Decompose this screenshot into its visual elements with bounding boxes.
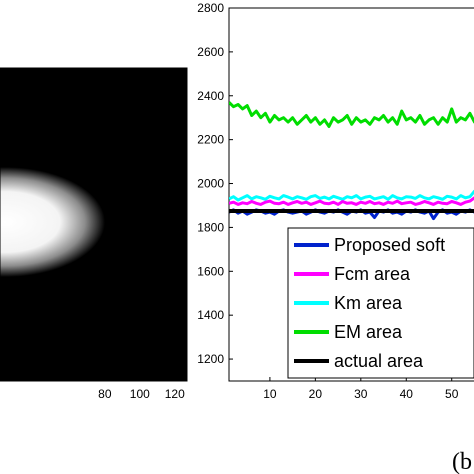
y-tick-label: 2400 [197, 89, 224, 103]
series-lines [229, 101, 474, 221]
y-tick-label: 2200 [197, 133, 224, 147]
x-tick-label: 20 [309, 387, 323, 401]
y-tick-label: 1200 [197, 352, 224, 366]
left-x-axis: 80 100 120 [98, 377, 185, 401]
legend-label-proposed-soft: Proposed soft [334, 235, 445, 255]
series-line-em-area [229, 101, 474, 128]
x-tick-label: 80 [98, 387, 112, 401]
legend-label-fcm-area: Fcm area [334, 264, 411, 284]
right-chart-panel: 1200 1400 1600 1800 2000 2200 2400 2600 2800 10 2… [197, 1, 474, 401]
legend-label-km-area: Km area [334, 293, 403, 313]
x-tick-label: 50 [445, 387, 459, 401]
y-tick-label: 2800 [197, 1, 224, 15]
x-axis: 10 20 30 40 50 [263, 377, 459, 401]
image-frame [0, 67, 188, 382]
x-tick-label: 30 [354, 387, 368, 401]
y-tick-label: 1400 [197, 308, 224, 322]
panel-label: (b [452, 449, 472, 474]
left-image-panel: 80 100 120 [0, 67, 188, 401]
y-tick-label: 2000 [197, 177, 224, 191]
series-line-km-area [229, 189, 474, 202]
y-tick-label: 1600 [197, 264, 224, 278]
x-tick-label: 120 [165, 387, 185, 401]
x-tick-label: 100 [130, 387, 150, 401]
y-tick-label: 1800 [197, 220, 224, 234]
legend-label-em-area: EM area [334, 322, 403, 342]
legend: Proposed soft Fcm area Km area EM area actua… [287, 227, 474, 379]
x-tick-label: 40 [400, 387, 414, 401]
y-tick-label: 2600 [197, 45, 224, 59]
legend-label-actual-area: actual area [334, 351, 424, 371]
y-axis: 1200 1400 1600 1800 2000 2200 2400 2600 2800 [197, 1, 233, 366]
blurred-ellipse [0, 167, 105, 277]
x-tick-label: 10 [263, 387, 277, 401]
series-line-fcm-area [229, 196, 474, 206]
